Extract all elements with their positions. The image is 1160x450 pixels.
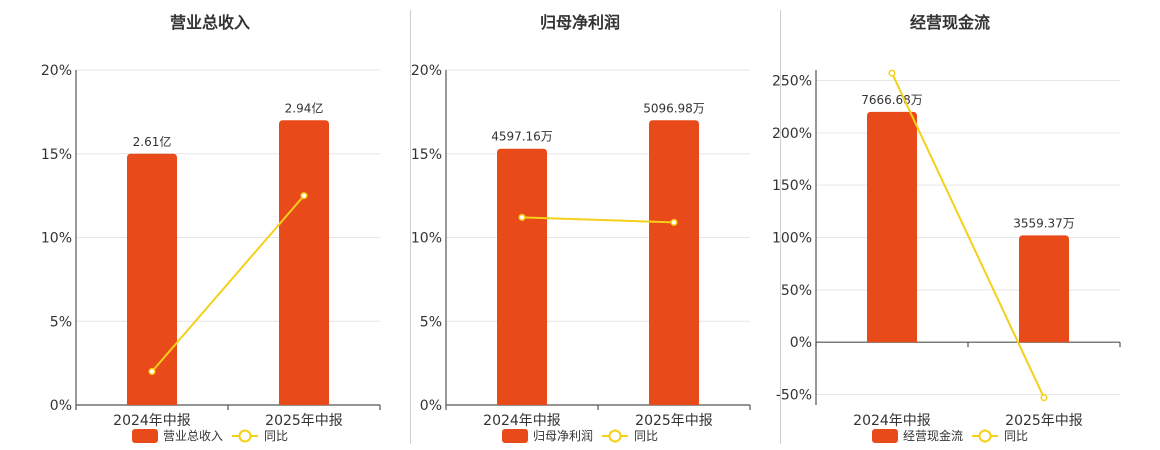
legend-marker (978, 429, 992, 443)
y-tick-label: 20% (41, 63, 72, 79)
legend-swatch-bar (132, 429, 158, 443)
chart-net-profit: 归母净利润 0% 5% 10% 15% 20% 4597.16万 5096.98万 2024年中… (411, 13, 751, 443)
bar (127, 153, 177, 405)
yoy-point (300, 192, 308, 200)
y-tick-label: 10% (411, 231, 442, 247)
yoy-point (518, 213, 526, 221)
x-category-label: 2025年中报 (265, 413, 343, 429)
y-tick-label: 200% (772, 126, 812, 142)
y-tick-label: 5% (50, 314, 72, 330)
x-category-label: 2024年中报 (483, 413, 561, 429)
legend-label-bar: 营业总收入 (163, 429, 223, 443)
legend-label-line: 同比 (634, 429, 658, 443)
bar-data-label: 5096.98万 (643, 101, 705, 115)
x-category-label: 2024年中报 (113, 413, 191, 429)
yoy-line (521, 216, 675, 224)
bar (279, 120, 329, 405)
chart-title: 营业总收入 (170, 13, 250, 32)
yoy-line (151, 194, 305, 373)
chart-revenue: 营业总收入 0% 5% 10% 15% 20% 2.61亿 2.94亿 2024年中报 2025年… (41, 13, 381, 443)
legend-label-line: 同比 (1004, 429, 1028, 443)
y-tick-label: 15% (41, 147, 72, 163)
x-category-label: 2025年中报 (635, 413, 713, 429)
x-category-label: 2024年中报 (853, 413, 931, 429)
legend-label-line: 同比 (264, 429, 288, 443)
y-tick-label: 0% (790, 335, 812, 351)
y-tick-label: -50% (776, 388, 812, 404)
bar-data-label: 2.61亿 (133, 134, 172, 149)
yoy-point (888, 69, 896, 77)
bar-data-label: 4597.16万 (491, 130, 553, 144)
yoy-point (670, 218, 678, 226)
chart-title: 归母净利润 (540, 13, 620, 32)
chart-panel-cash-flow: 经营现金流 -50% 0% 50% 100% 150% 200% 250% 7666.68万 35… (740, 0, 1140, 450)
legend: 经营现金流 同比 (872, 428, 1028, 443)
y-tick-label: 50% (781, 283, 812, 299)
legend-marker (608, 429, 622, 443)
y-tick-label: 0% (420, 398, 442, 414)
y-tick-label: 250% (772, 73, 812, 89)
bar (497, 148, 547, 405)
y-tick-label: 15% (411, 147, 442, 163)
yoy-point (1040, 394, 1048, 402)
y-tick-label: 20% (411, 63, 442, 79)
yoy-point (148, 367, 156, 376)
chart-cash-flow: 经营现金流 -50% 0% 50% 100% 150% 200% 250% 7666.68万 35… (772, 13, 1121, 443)
chart-panel-net-profit: 归母净利润 0% 5% 10% 15% 20% 4597.16万 5096.98万 2024年中… (370, 0, 770, 450)
bar-data-label: 3559.37万 (1013, 216, 1075, 230)
legend-marker (238, 429, 252, 443)
bar-data-label: 7666.68万 (861, 93, 923, 107)
panel-divider (780, 10, 781, 444)
chart-panel-revenue: 营业总收入 0% 5% 10% 15% 20% 2.61亿 2.94亿 2024年中报 2025年… (0, 0, 400, 450)
bar (649, 120, 699, 405)
bar (867, 111, 917, 343)
legend-swatch-bar (872, 429, 898, 443)
y-tick-label: 5% (420, 314, 442, 330)
chart-title: 经营现金流 (910, 13, 990, 32)
legend-label-bar: 归母净利润 (533, 429, 593, 443)
bar (1019, 235, 1069, 343)
legend-label-bar: 经营现金流 (903, 428, 963, 443)
panel-divider (410, 10, 411, 444)
y-tick-label: 100% (772, 231, 812, 247)
y-tick-label: 150% (772, 178, 812, 194)
yoy-line (891, 72, 1045, 399)
y-tick-label: 10% (41, 231, 72, 247)
legend-swatch-bar (502, 429, 528, 443)
x-category-label: 2025年中报 (1005, 413, 1083, 429)
bar-data-label: 2.94亿 (285, 100, 324, 115)
legend: 营业总收入 同比 (132, 429, 288, 443)
y-tick-label: 0% (50, 398, 72, 414)
legend: 归母净利润 同比 (502, 429, 658, 443)
